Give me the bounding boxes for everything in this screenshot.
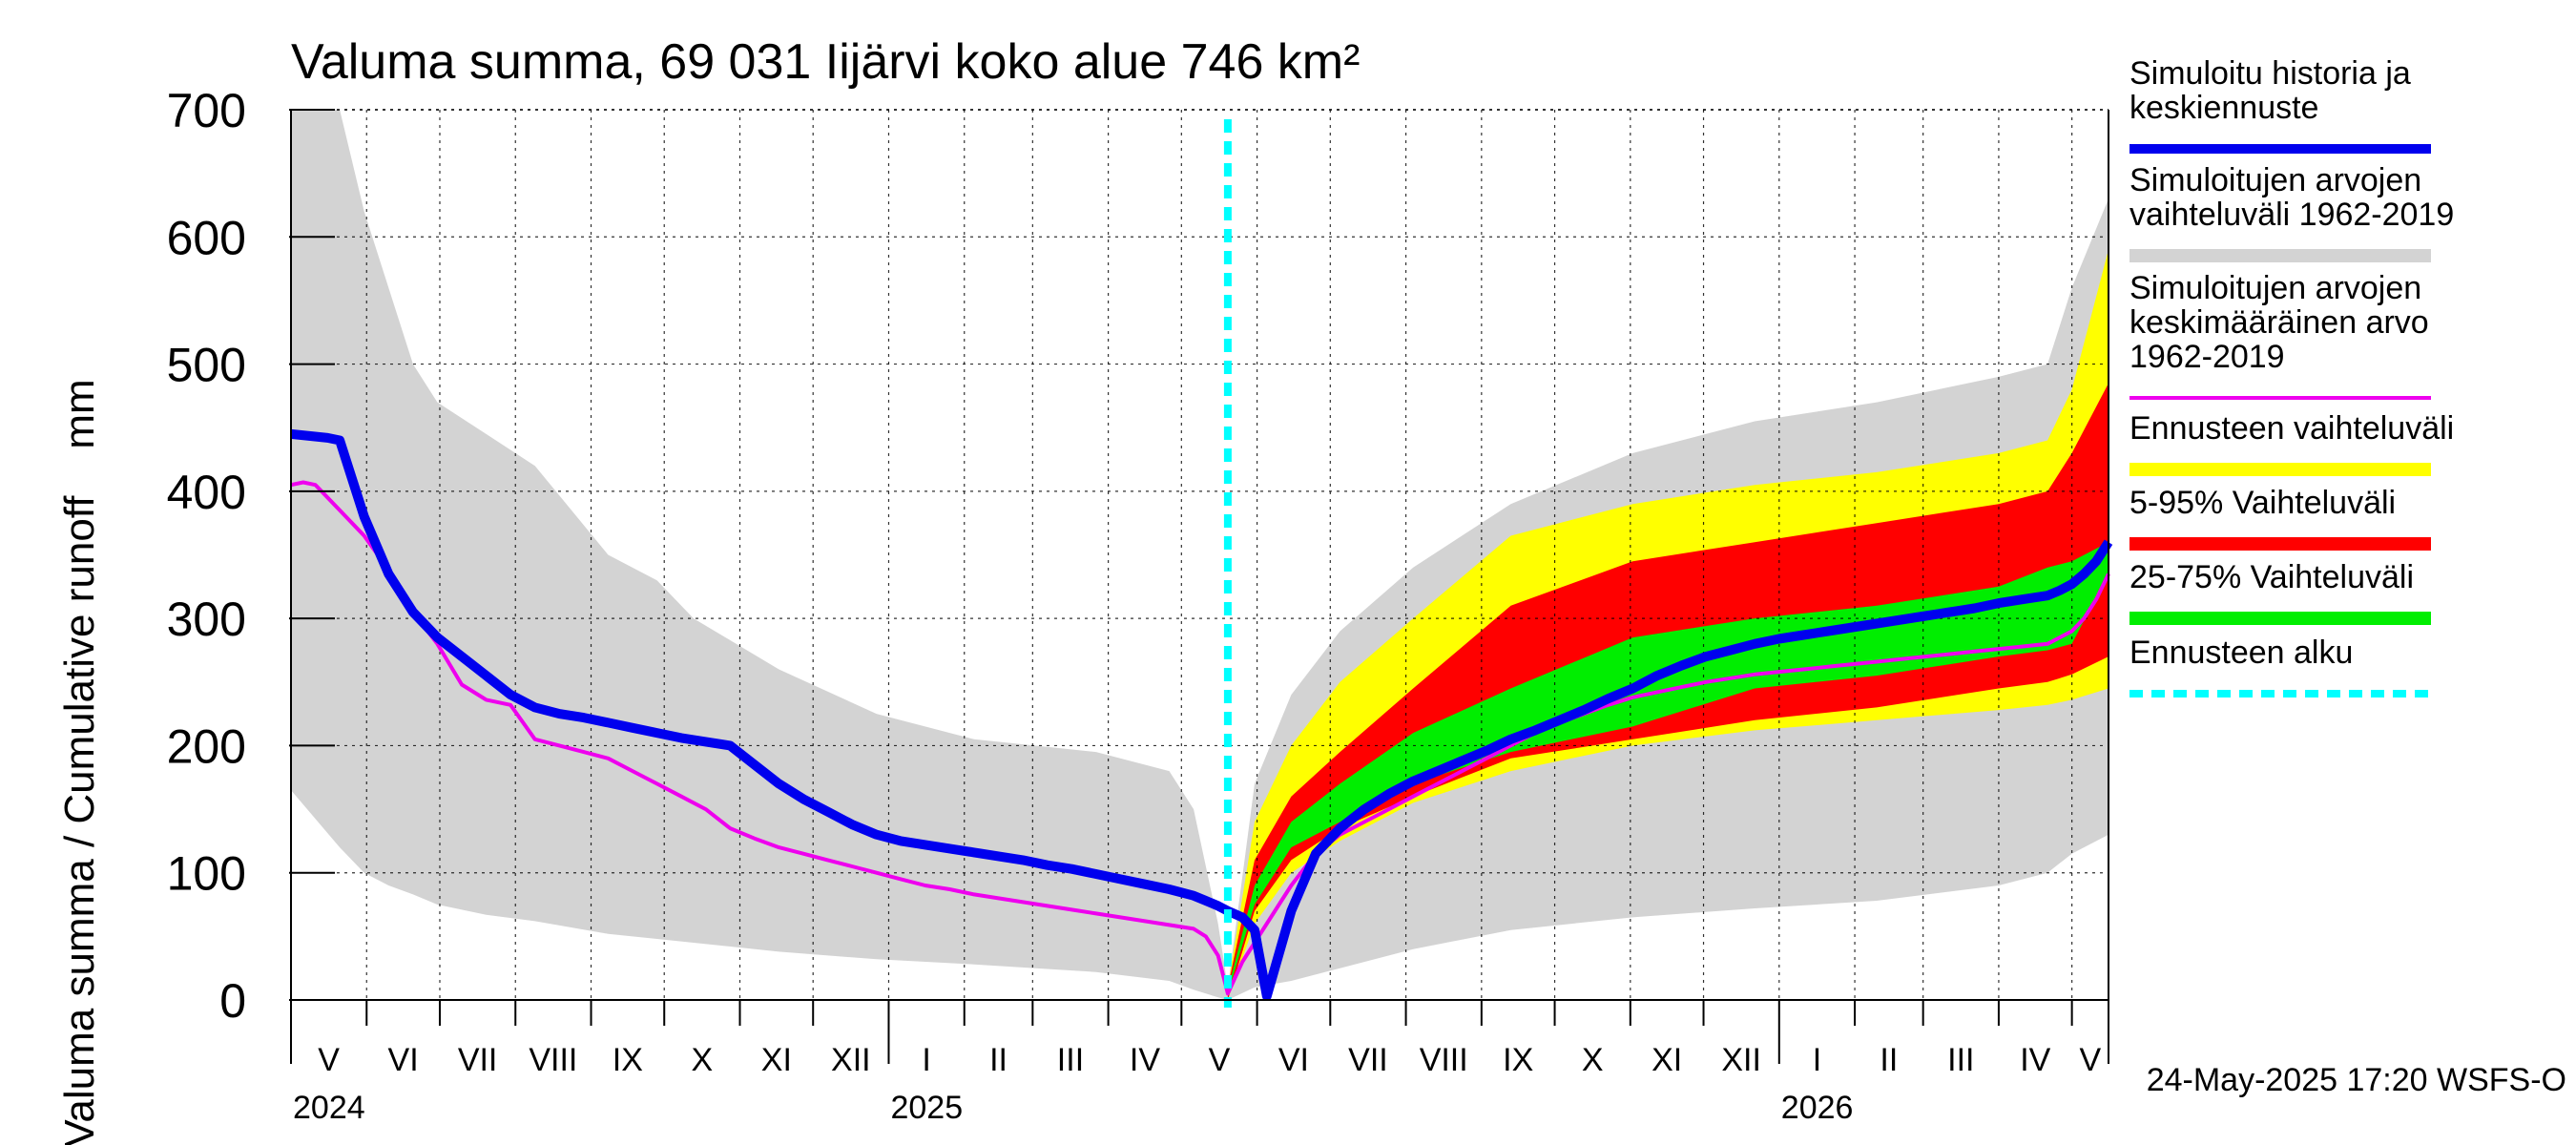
month-label: V [2079,1042,2101,1078]
month-label: V [1209,1042,1231,1078]
y-tick-label: 0 [219,974,246,1028]
month-label: VI [388,1042,419,1078]
month-label: IX [613,1042,643,1078]
series-line-mean [290,480,2110,996]
footer-timestamp: 24-May-2025 17:20 WSFS-O [2147,1062,2566,1098]
historical-range-band [291,110,2109,1000]
legend-label: Simuloitujen arvojen [2129,162,2421,198]
legend-label: Simuloitu historia ja [2129,55,2411,92]
month-label: I [922,1042,930,1078]
y-tick-label: 100 [167,847,246,901]
month-label: VIII [1420,1042,1468,1078]
lines-layer [290,119,2113,1008]
y-tick-label: 400 [167,466,246,519]
month-label: III [1947,1042,1974,1078]
month-label: V [318,1042,340,1078]
bands-layer [291,110,2109,1001]
month-label: III [1057,1042,1084,1078]
legend-label: Ennusteen vaihteluväli [2129,410,2454,447]
month-label: VI [1278,1042,1309,1078]
month-label: IX [1503,1042,1533,1078]
month-label: VII [1348,1042,1388,1078]
year-label: 2025 [890,1090,963,1126]
legend-label: keskimääräinen arvo [2129,304,2429,341]
month-label: XII [1721,1042,1761,1078]
legend-label: Ennusteen alku [2129,635,2353,671]
y-axis-label: Valuma summa / Cumulative runoff mm [56,379,103,1145]
month-label: VIII [529,1042,577,1078]
y-tick-label: 300 [167,593,246,646]
legend-label: vaihteluväli 1962-2019 [2129,197,2454,233]
month-label: XI [1652,1042,1682,1078]
year-label: 2026 [1781,1090,1854,1126]
legend-label: keskiennuste [2129,90,2318,126]
month-label: XII [831,1042,871,1078]
y-tick-label: 600 [167,211,246,264]
month-label: X [1582,1042,1604,1078]
legend-label: 25-75% Vaihteluväli [2129,559,2414,595]
month-label: IV [1130,1042,1160,1078]
y-tick-label: 500 [167,339,246,392]
y-tick-label: 200 [167,719,246,773]
month-label: II [1880,1042,1898,1078]
month-label: II [989,1042,1008,1078]
month-label: I [1813,1042,1821,1078]
y-tick-label: 700 [167,84,246,137]
percentile-25-75-band [1227,542,2109,994]
month-label: X [692,1042,714,1078]
month-label: VII [458,1042,498,1078]
legend-label: 1962-2019 [2129,339,2285,375]
month-label: XI [761,1042,792,1078]
legend-label: 5-95% Vaihteluväli [2129,485,2396,521]
year-label: 2024 [293,1090,365,1126]
legend-label: Simuloitujen arvojen [2129,270,2421,306]
month-label: IV [2020,1042,2050,1078]
series-line-simulated [290,428,2113,1001]
chart-title: Valuma summa, 69 031 Iijärvi koko alue 7… [291,34,1360,90]
